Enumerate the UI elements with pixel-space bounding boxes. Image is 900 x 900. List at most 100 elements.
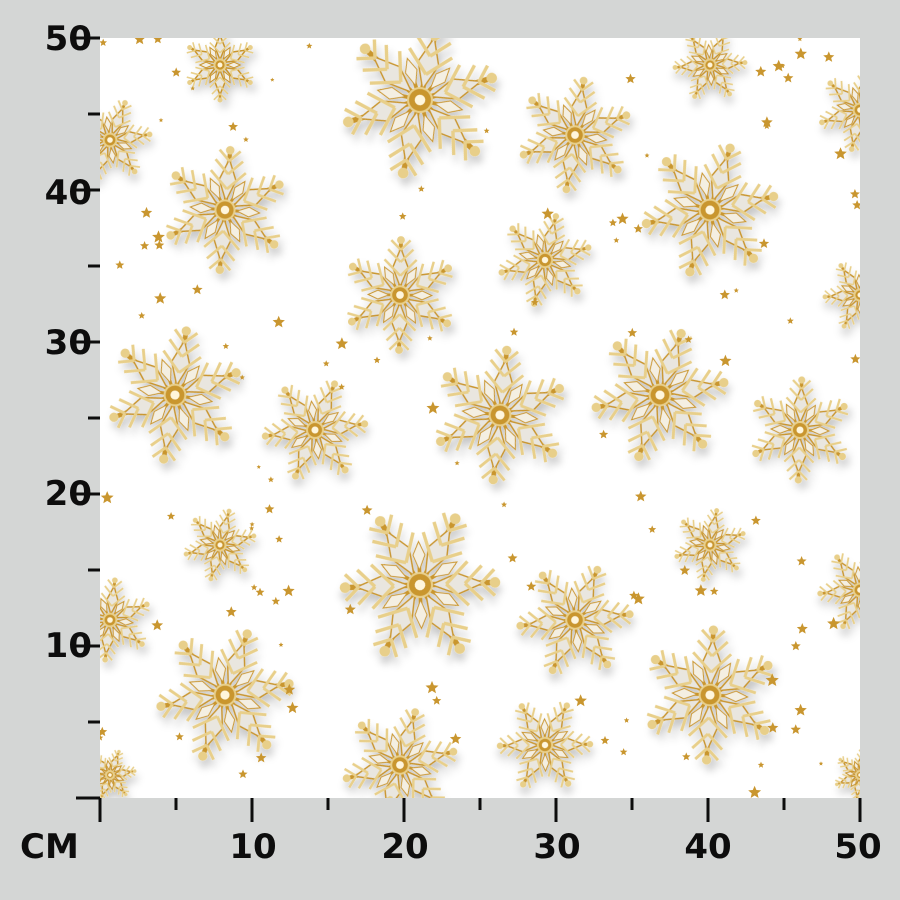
star-icon (249, 525, 255, 531)
star-icon (783, 72, 794, 83)
star-icon (100, 726, 108, 737)
snowflake-motif (261, 380, 369, 480)
snowflake-motif (100, 577, 150, 663)
star-icon (283, 683, 296, 695)
star-icon (151, 619, 164, 631)
star-icon (616, 212, 629, 225)
star-icon (140, 241, 150, 250)
snowflake-motif (751, 376, 849, 484)
star-icon (449, 733, 462, 744)
star-icon (417, 185, 425, 192)
star-icon (619, 748, 628, 756)
star-icon (427, 335, 433, 341)
star-icon (243, 136, 249, 142)
star-icon (190, 86, 195, 91)
star-icon (166, 512, 176, 520)
star-icon (648, 525, 657, 533)
star-icon (509, 327, 519, 336)
star-icon (531, 298, 539, 306)
star-icon (267, 476, 274, 483)
snowflake-motif (109, 326, 241, 464)
snowflake-motif (519, 76, 631, 194)
star-icon (827, 616, 841, 630)
star-icon (134, 38, 145, 45)
star-icon (608, 218, 617, 227)
snowflake-motif (496, 701, 594, 789)
snowflake-motif (183, 508, 257, 582)
snowflake-motif (342, 708, 458, 798)
star-icon (361, 504, 373, 515)
snowflake-motif (817, 552, 860, 630)
star-icon (834, 147, 847, 160)
star-icon (192, 284, 203, 295)
star-icon (115, 260, 125, 269)
snowflake-motif (100, 100, 153, 180)
x-tick-label-20: 20 (381, 827, 429, 867)
star-icon (763, 122, 771, 129)
star-icon (264, 504, 275, 514)
snowflake-motif (516, 565, 634, 675)
star-icon (225, 606, 237, 617)
y-tick-label-10: 10 (44, 626, 92, 666)
star-icon (335, 337, 349, 350)
x-tick-label-10: 10 (229, 827, 277, 867)
star-icon (306, 42, 313, 49)
star-icon (483, 127, 490, 134)
star-icon (757, 761, 765, 768)
star-icon (344, 603, 356, 615)
star-icon (138, 312, 146, 319)
star-icon (501, 501, 508, 508)
star-icon (153, 38, 163, 44)
star-icon (796, 623, 808, 634)
star-icon (541, 207, 554, 220)
star-icon (158, 117, 164, 123)
star-icon (850, 189, 860, 199)
star-icon (239, 374, 245, 380)
star-icon (623, 717, 630, 723)
star-icon (270, 77, 275, 82)
snowflake-motif (835, 749, 860, 798)
star-icon (432, 695, 442, 705)
star-icon (175, 732, 184, 741)
star-icon (322, 360, 330, 367)
snowflake-motif (342, 38, 498, 179)
unit-label: CM (20, 827, 79, 867)
star-icon (733, 287, 739, 293)
star-icon (100, 38, 107, 46)
star-icon (154, 240, 165, 250)
star-icon (852, 200, 860, 210)
star-icon (613, 237, 620, 243)
star-icon (398, 212, 407, 220)
x-tick-label-50: 50 (834, 827, 882, 867)
star-icon (772, 59, 785, 72)
star-icon (600, 735, 610, 745)
star-icon (786, 317, 794, 324)
star-icon (796, 556, 807, 566)
star-icon (823, 51, 835, 62)
star-icon (255, 587, 265, 597)
snowflake-motif (591, 328, 729, 462)
snowflake-motif (819, 69, 860, 152)
star-icon (767, 722, 779, 733)
star-icon (761, 116, 773, 128)
star-icon (790, 724, 801, 734)
star-icon (633, 223, 643, 233)
star-icon (748, 785, 762, 798)
star-icon (682, 752, 691, 761)
star-icon (275, 535, 284, 543)
star-icon (850, 353, 860, 364)
star-icon (631, 592, 645, 605)
star-icon (222, 342, 230, 349)
star-icon (100, 734, 104, 741)
y-tick-label-50: 50 (44, 19, 92, 59)
star-icon (635, 490, 647, 502)
star-icon (507, 553, 518, 563)
snowflake-motif (339, 512, 501, 658)
star-icon (152, 230, 165, 243)
star-icon (278, 642, 284, 647)
star-icon (238, 769, 248, 779)
star-icon (765, 673, 779, 686)
star-icon (818, 761, 824, 766)
star-icon (684, 335, 693, 343)
